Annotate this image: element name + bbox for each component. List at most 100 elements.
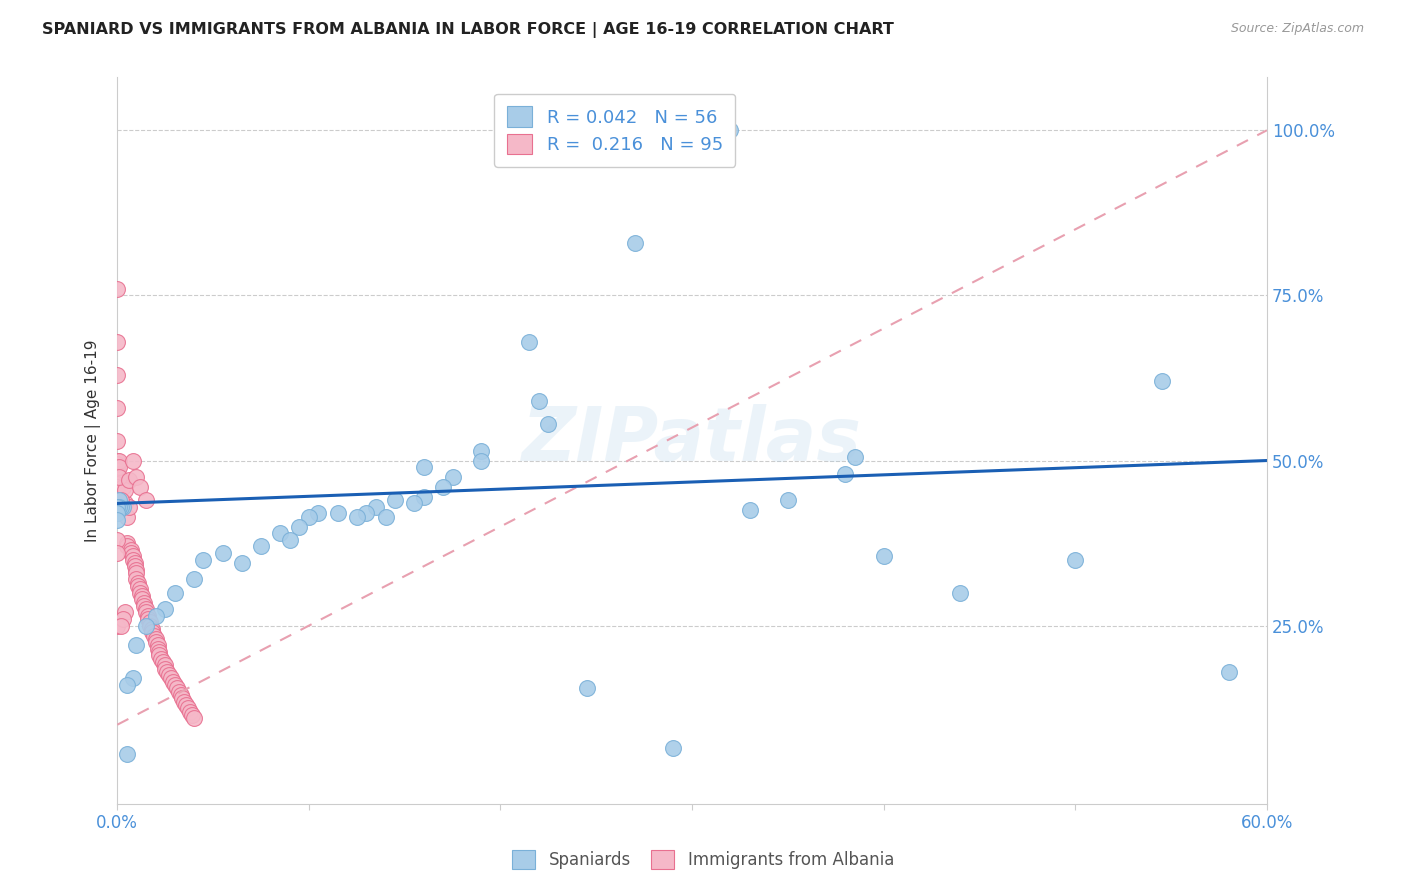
Point <box>105 470 128 484</box>
Point <box>115 747 138 762</box>
Point <box>121 453 143 467</box>
Point <box>718 123 741 137</box>
Point <box>148 648 170 663</box>
Point <box>105 463 128 477</box>
Point <box>326 507 349 521</box>
Point <box>132 599 155 613</box>
Point <box>135 618 157 632</box>
Point <box>153 658 176 673</box>
Point <box>139 615 162 630</box>
Point <box>1150 374 1173 388</box>
Point <box>156 665 179 679</box>
Point <box>111 480 134 494</box>
Point <box>115 678 138 692</box>
Point <box>527 394 550 409</box>
Point <box>129 585 152 599</box>
Point <box>115 540 138 554</box>
Point <box>108 460 131 475</box>
Point <box>132 595 155 609</box>
Point <box>105 490 128 504</box>
Point <box>384 493 406 508</box>
Point <box>193 552 215 566</box>
Point <box>150 651 173 665</box>
Point <box>834 467 856 481</box>
Point <box>139 618 162 632</box>
Point <box>412 460 434 475</box>
Point <box>174 698 197 712</box>
Point <box>108 470 131 484</box>
Point <box>145 635 167 649</box>
Point <box>114 483 136 498</box>
Point <box>111 500 134 514</box>
Point <box>105 496 128 510</box>
Point <box>115 536 138 550</box>
Point <box>1218 665 1240 679</box>
Point <box>121 552 143 566</box>
Point <box>623 235 645 250</box>
Point <box>949 585 972 599</box>
Point <box>152 655 174 669</box>
Legend: Spaniards, Immigrants from Albania: Spaniards, Immigrants from Albania <box>502 840 904 880</box>
Point <box>183 711 205 725</box>
Point <box>105 457 128 471</box>
Point <box>121 672 143 686</box>
Point <box>356 507 378 521</box>
Point <box>105 476 128 491</box>
Point <box>160 672 183 686</box>
Point <box>105 500 128 514</box>
Point <box>141 625 163 640</box>
Point <box>110 618 132 632</box>
Point <box>115 509 138 524</box>
Point <box>135 493 157 508</box>
Point <box>125 639 148 653</box>
Point <box>105 480 128 494</box>
Point <box>873 549 896 564</box>
Point <box>110 493 132 508</box>
Point <box>125 470 148 484</box>
Point <box>278 533 301 547</box>
Point <box>153 602 176 616</box>
Point <box>105 618 128 632</box>
Point <box>121 549 143 564</box>
Text: SPANIARD VS IMMIGRANTS FROM ALBANIA IN LABOR FORCE | AGE 16-19 CORRELATION CHART: SPANIARD VS IMMIGRANTS FROM ALBANIA IN L… <box>42 22 894 38</box>
Point <box>114 606 136 620</box>
Point <box>129 582 152 597</box>
Point <box>432 480 454 494</box>
Point <box>105 513 128 527</box>
Point <box>179 705 201 719</box>
Point <box>776 493 799 508</box>
Point <box>517 334 540 349</box>
Point <box>108 453 131 467</box>
Point <box>110 500 132 514</box>
Point <box>441 470 464 484</box>
Point <box>118 500 141 514</box>
Point <box>105 483 128 498</box>
Point <box>105 368 128 382</box>
Point <box>307 507 329 521</box>
Point <box>108 493 131 508</box>
Point <box>146 641 169 656</box>
Point <box>124 556 146 570</box>
Text: ZIPatlas: ZIPatlas <box>522 404 862 477</box>
Point <box>652 123 675 137</box>
Point <box>404 496 426 510</box>
Point <box>662 740 685 755</box>
Point <box>173 695 195 709</box>
Point <box>575 681 598 696</box>
Point <box>105 500 128 514</box>
Text: Source: ZipAtlas.com: Source: ZipAtlas.com <box>1230 22 1364 36</box>
Point <box>470 453 492 467</box>
Point <box>169 688 191 702</box>
Point <box>114 496 136 510</box>
Point <box>167 684 190 698</box>
Point <box>120 542 142 557</box>
Point <box>250 540 273 554</box>
Point <box>166 681 188 696</box>
Y-axis label: In Labor Force | Age 16-19: In Labor Force | Age 16-19 <box>86 340 101 542</box>
Point <box>105 334 128 349</box>
Point <box>162 674 184 689</box>
Point <box>131 589 153 603</box>
Point <box>148 645 170 659</box>
Point <box>127 575 149 590</box>
Point <box>470 443 492 458</box>
